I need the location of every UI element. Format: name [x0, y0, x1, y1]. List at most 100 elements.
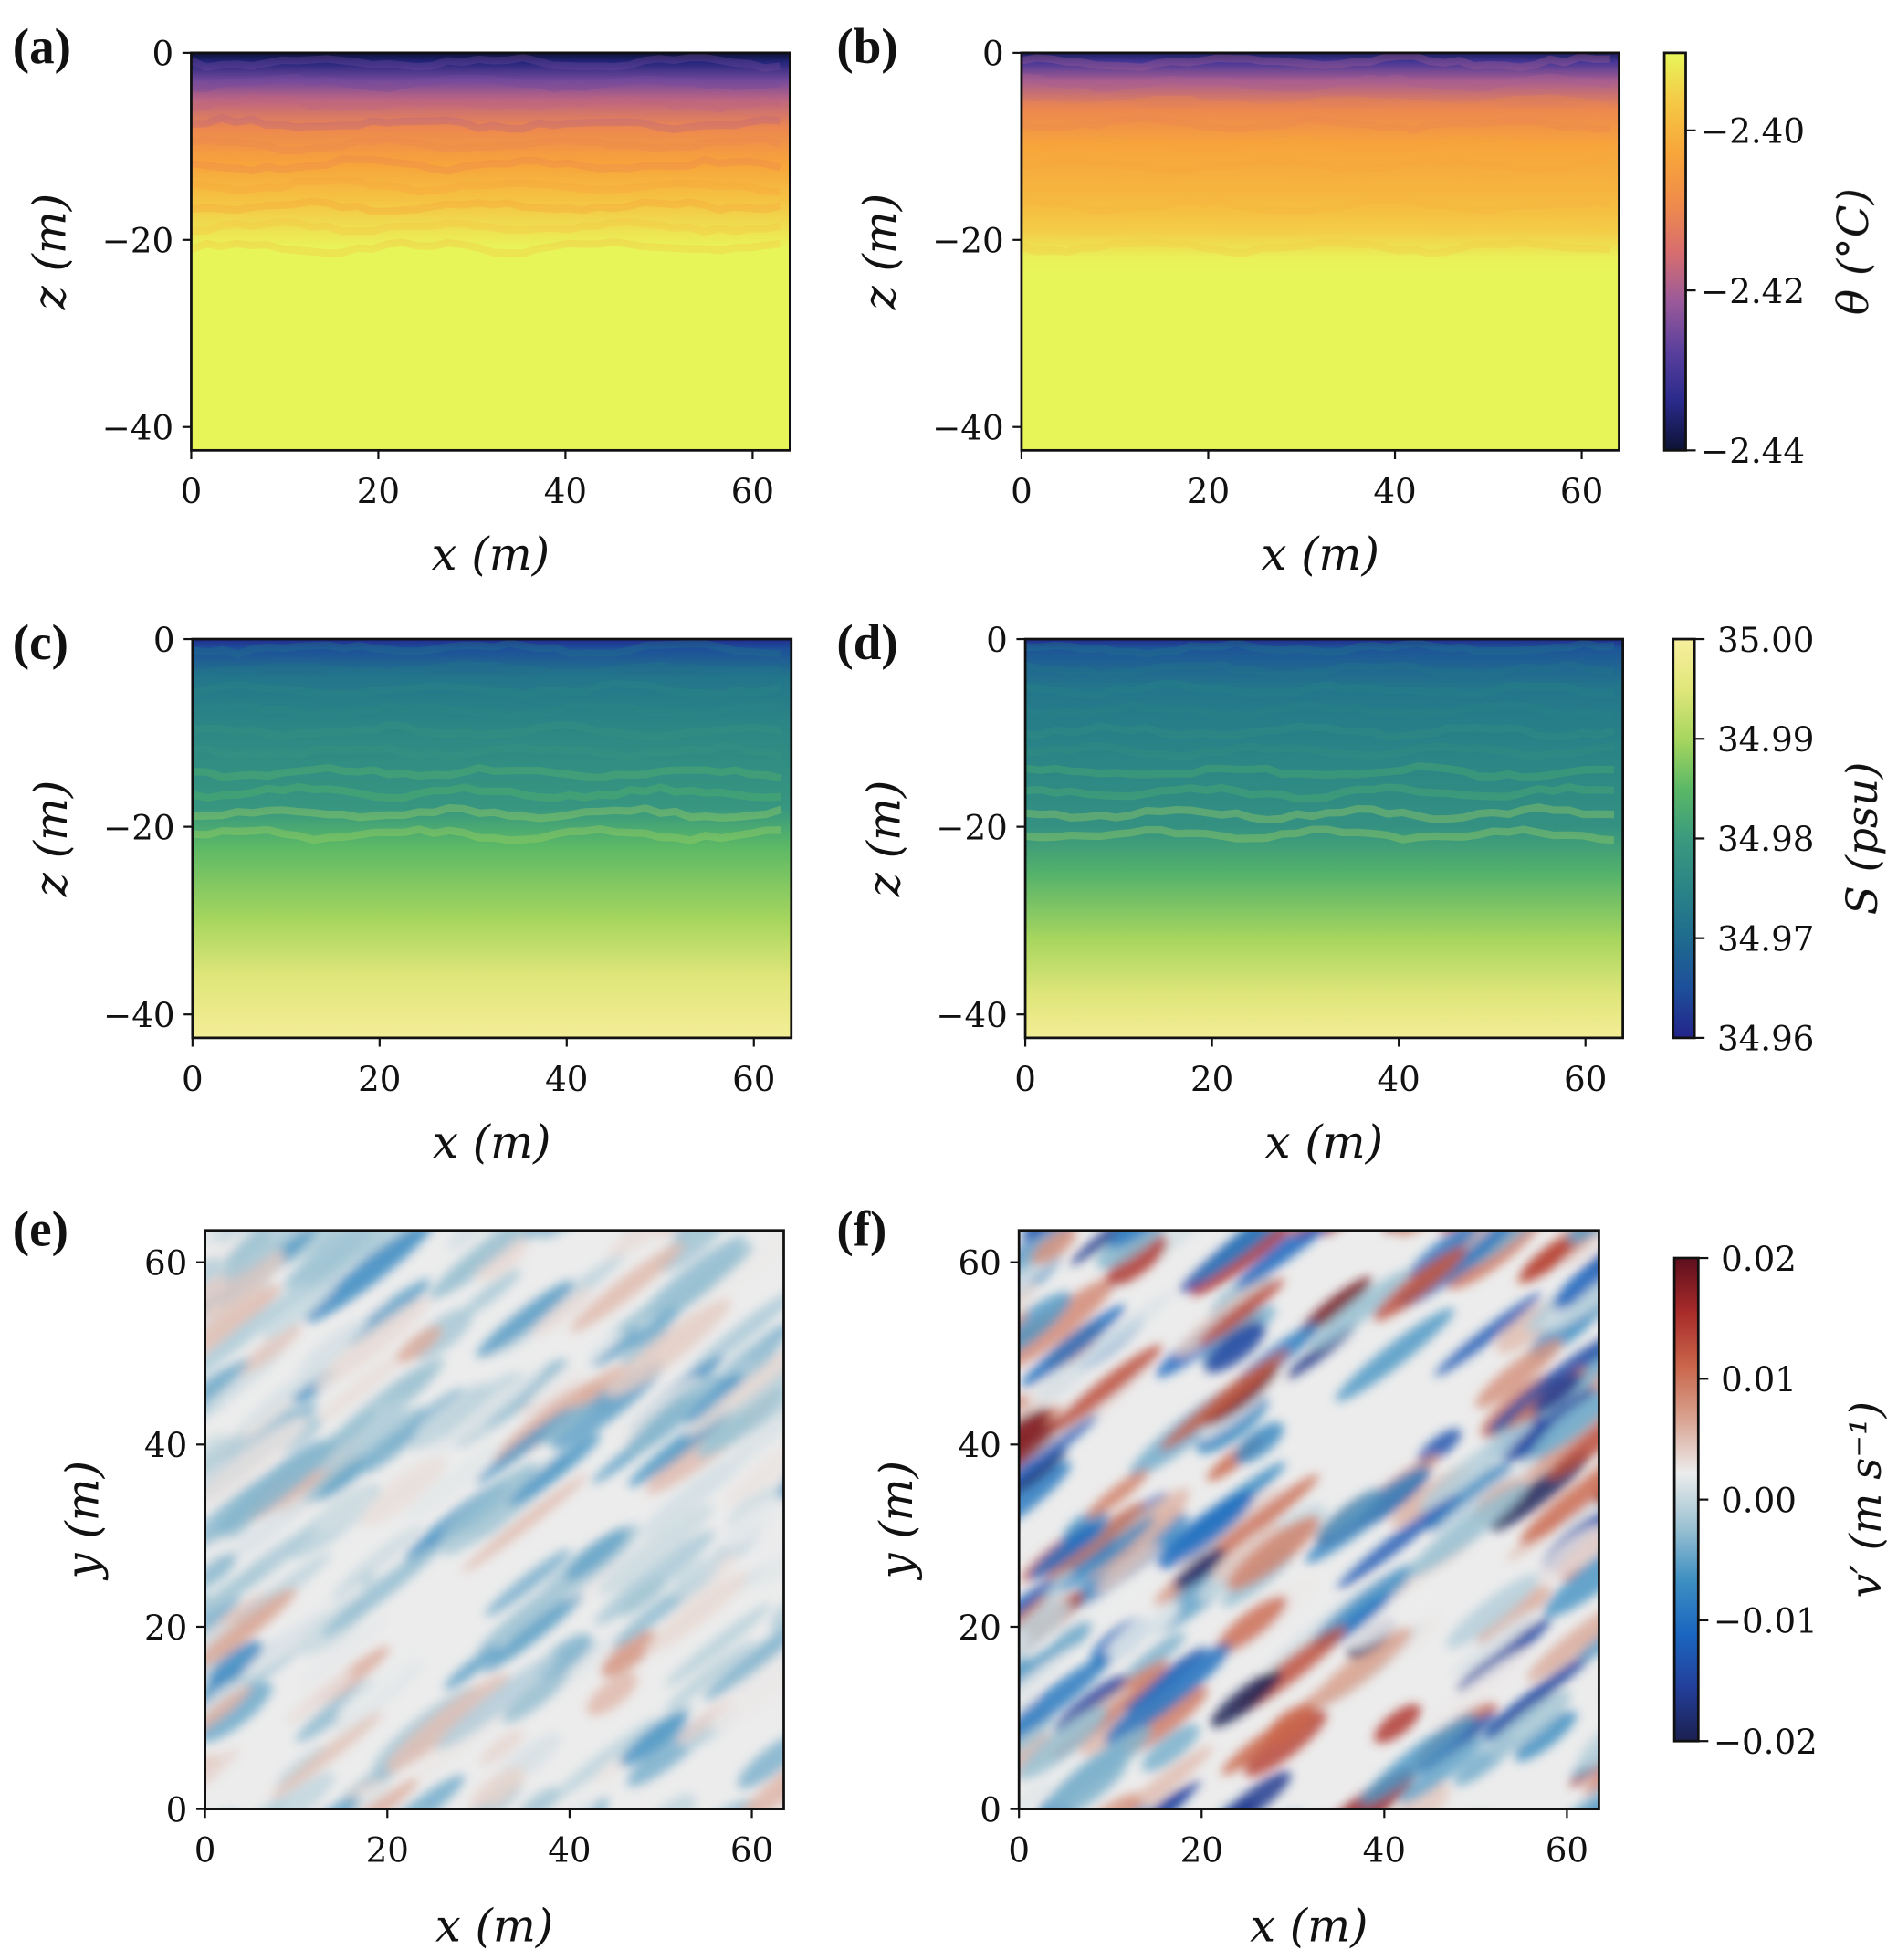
- velocity-streak: [1418, 1429, 1462, 1465]
- colorbar-tick-label: −0.01: [1714, 1601, 1818, 1641]
- velocity-streak: [1019, 1448, 1067, 1498]
- velocity-streak: [305, 1230, 434, 1323]
- velocity-streak: [1396, 1809, 1495, 1893]
- panel-e: 0 20 40 60 0 20 40 60 x (m) y (m) (e): [13, 1147, 816, 1952]
- x-tick-label: 0: [1011, 471, 1033, 511]
- y-tick-label: −20: [932, 221, 1003, 261]
- velocity-streak: [310, 1338, 425, 1428]
- velocity-streak: [1141, 1724, 1200, 1772]
- velocity-streak: [1070, 1230, 1162, 1265]
- x-tick-label: 40: [1373, 471, 1416, 511]
- velocity-streak: [686, 1340, 784, 1438]
- velocity-streak: [1019, 1292, 1072, 1366]
- heatmap-texture: [1025, 639, 1616, 844]
- x-tick-label: 40: [548, 1830, 591, 1871]
- velocity-streak: [664, 1639, 756, 1712]
- velocity-streak: [1019, 1654, 1112, 1753]
- y-tick-label: 0: [986, 620, 1008, 660]
- velocity-streak: [116, 1509, 204, 1582]
- velocity-streak: [1103, 1600, 1180, 1664]
- colorbar-tick-label: 34.97: [1717, 918, 1814, 959]
- velocity-streak: [485, 1548, 571, 1617]
- velocity-streak: [204, 1417, 308, 1507]
- velocity-streak: [462, 1474, 587, 1573]
- velocity-streak: [1583, 1802, 1599, 1809]
- colorbar-tick-label: −2.42: [1701, 271, 1805, 311]
- velocity-streak: [440, 1462, 539, 1540]
- velocity-streak: [410, 1824, 477, 1884]
- velocity-streak: [1123, 1632, 1186, 1682]
- velocity-streak: [529, 1330, 624, 1405]
- velocity-streak: [501, 1670, 570, 1724]
- velocity-streak: [1487, 1690, 1572, 1758]
- x-tick-label: 0: [194, 1830, 216, 1871]
- velocity-streak: [286, 1670, 355, 1724]
- velocity-streak: [553, 1629, 630, 1690]
- contour-band: [1021, 155, 1611, 175]
- contour-band: [191, 134, 781, 155]
- velocity-streak: [945, 1724, 1021, 1787]
- velocity-streak: [298, 1318, 368, 1375]
- velocity-streak: [1431, 1805, 1498, 1866]
- velocity-streak: [1373, 1246, 1467, 1321]
- x-axis-label: x (m): [432, 528, 550, 581]
- velocity-streak: [644, 1571, 749, 1655]
- velocity-streak: [1446, 1130, 1566, 1231]
- velocity-streak: [204, 1433, 228, 1470]
- velocity-streak: [220, 1230, 324, 1281]
- velocity-streak: [733, 1147, 816, 1219]
- y-tick-label: 0: [980, 1789, 1001, 1829]
- velocity-streak: [1226, 1515, 1320, 1591]
- contour-band: [1025, 762, 1615, 781]
- velocity-streak: [1019, 1643, 1063, 1703]
- x-tick-label: 40: [545, 1059, 588, 1099]
- velocity-streak: [476, 1280, 574, 1358]
- velocity-streak: [1563, 1230, 1599, 1247]
- velocity-streak: [1179, 1486, 1285, 1570]
- contour-band: [1025, 700, 1615, 719]
- velocity-streak: [933, 1492, 1010, 1556]
- velocity-streak: [531, 1286, 594, 1337]
- contour-band: [192, 659, 782, 679]
- velocity-streak: [215, 1528, 313, 1606]
- velocity-streak: [1049, 1344, 1162, 1433]
- plot-frame: [1017, 1229, 1600, 1811]
- velocity-streak: [1046, 1726, 1152, 1809]
- heatmap-texture: [191, 53, 781, 257]
- velocity-streak: [204, 1553, 236, 1590]
- velocity-streak: [1537, 1525, 1599, 1583]
- velocity-streak: [1578, 1602, 1599, 1661]
- velocity-streak: [628, 1306, 681, 1349]
- y-tick-label: 40: [144, 1425, 187, 1465]
- velocity-streak: [724, 1403, 784, 1468]
- heatmap-field: [192, 639, 791, 1038]
- velocity-streak: [1316, 1488, 1380, 1539]
- velocity-streak: [517, 1787, 560, 1809]
- velocity-streak: [709, 1633, 784, 1731]
- heatmap-field: [1025, 639, 1623, 1038]
- y-tick-label: −40: [102, 408, 173, 448]
- velocity-streak: [1507, 1387, 1596, 1456]
- x-tick-label: 60: [731, 471, 774, 511]
- contour-band: [1025, 679, 1615, 698]
- velocity-streak: [1598, 1482, 1662, 1536]
- x-tick-label: 40: [544, 471, 587, 511]
- y-tick-label: −20: [102, 221, 173, 261]
- x-tick-label: 40: [1363, 1830, 1406, 1871]
- velocity-streak: [564, 1528, 629, 1581]
- y-axis-label: z (m): [854, 194, 907, 311]
- velocity-streak: [1274, 1808, 1339, 1868]
- y-axis-label: y (m): [870, 1461, 923, 1581]
- velocity-streak: [637, 1447, 753, 1539]
- velocity-streak: [297, 1615, 389, 1688]
- velocity-streak: [721, 1497, 784, 1550]
- velocity-streak: [1211, 1670, 1282, 1727]
- velocity-streak: [586, 1672, 638, 1715]
- velocity-streak: [282, 1780, 392, 1809]
- velocity-streak: [1159, 1348, 1289, 1451]
- velocity-streak: [1106, 1234, 1168, 1286]
- velocity-streak: [1021, 1305, 1126, 1388]
- x-tick-label: 60: [1564, 1059, 1607, 1099]
- velocity-streak: [204, 1250, 286, 1320]
